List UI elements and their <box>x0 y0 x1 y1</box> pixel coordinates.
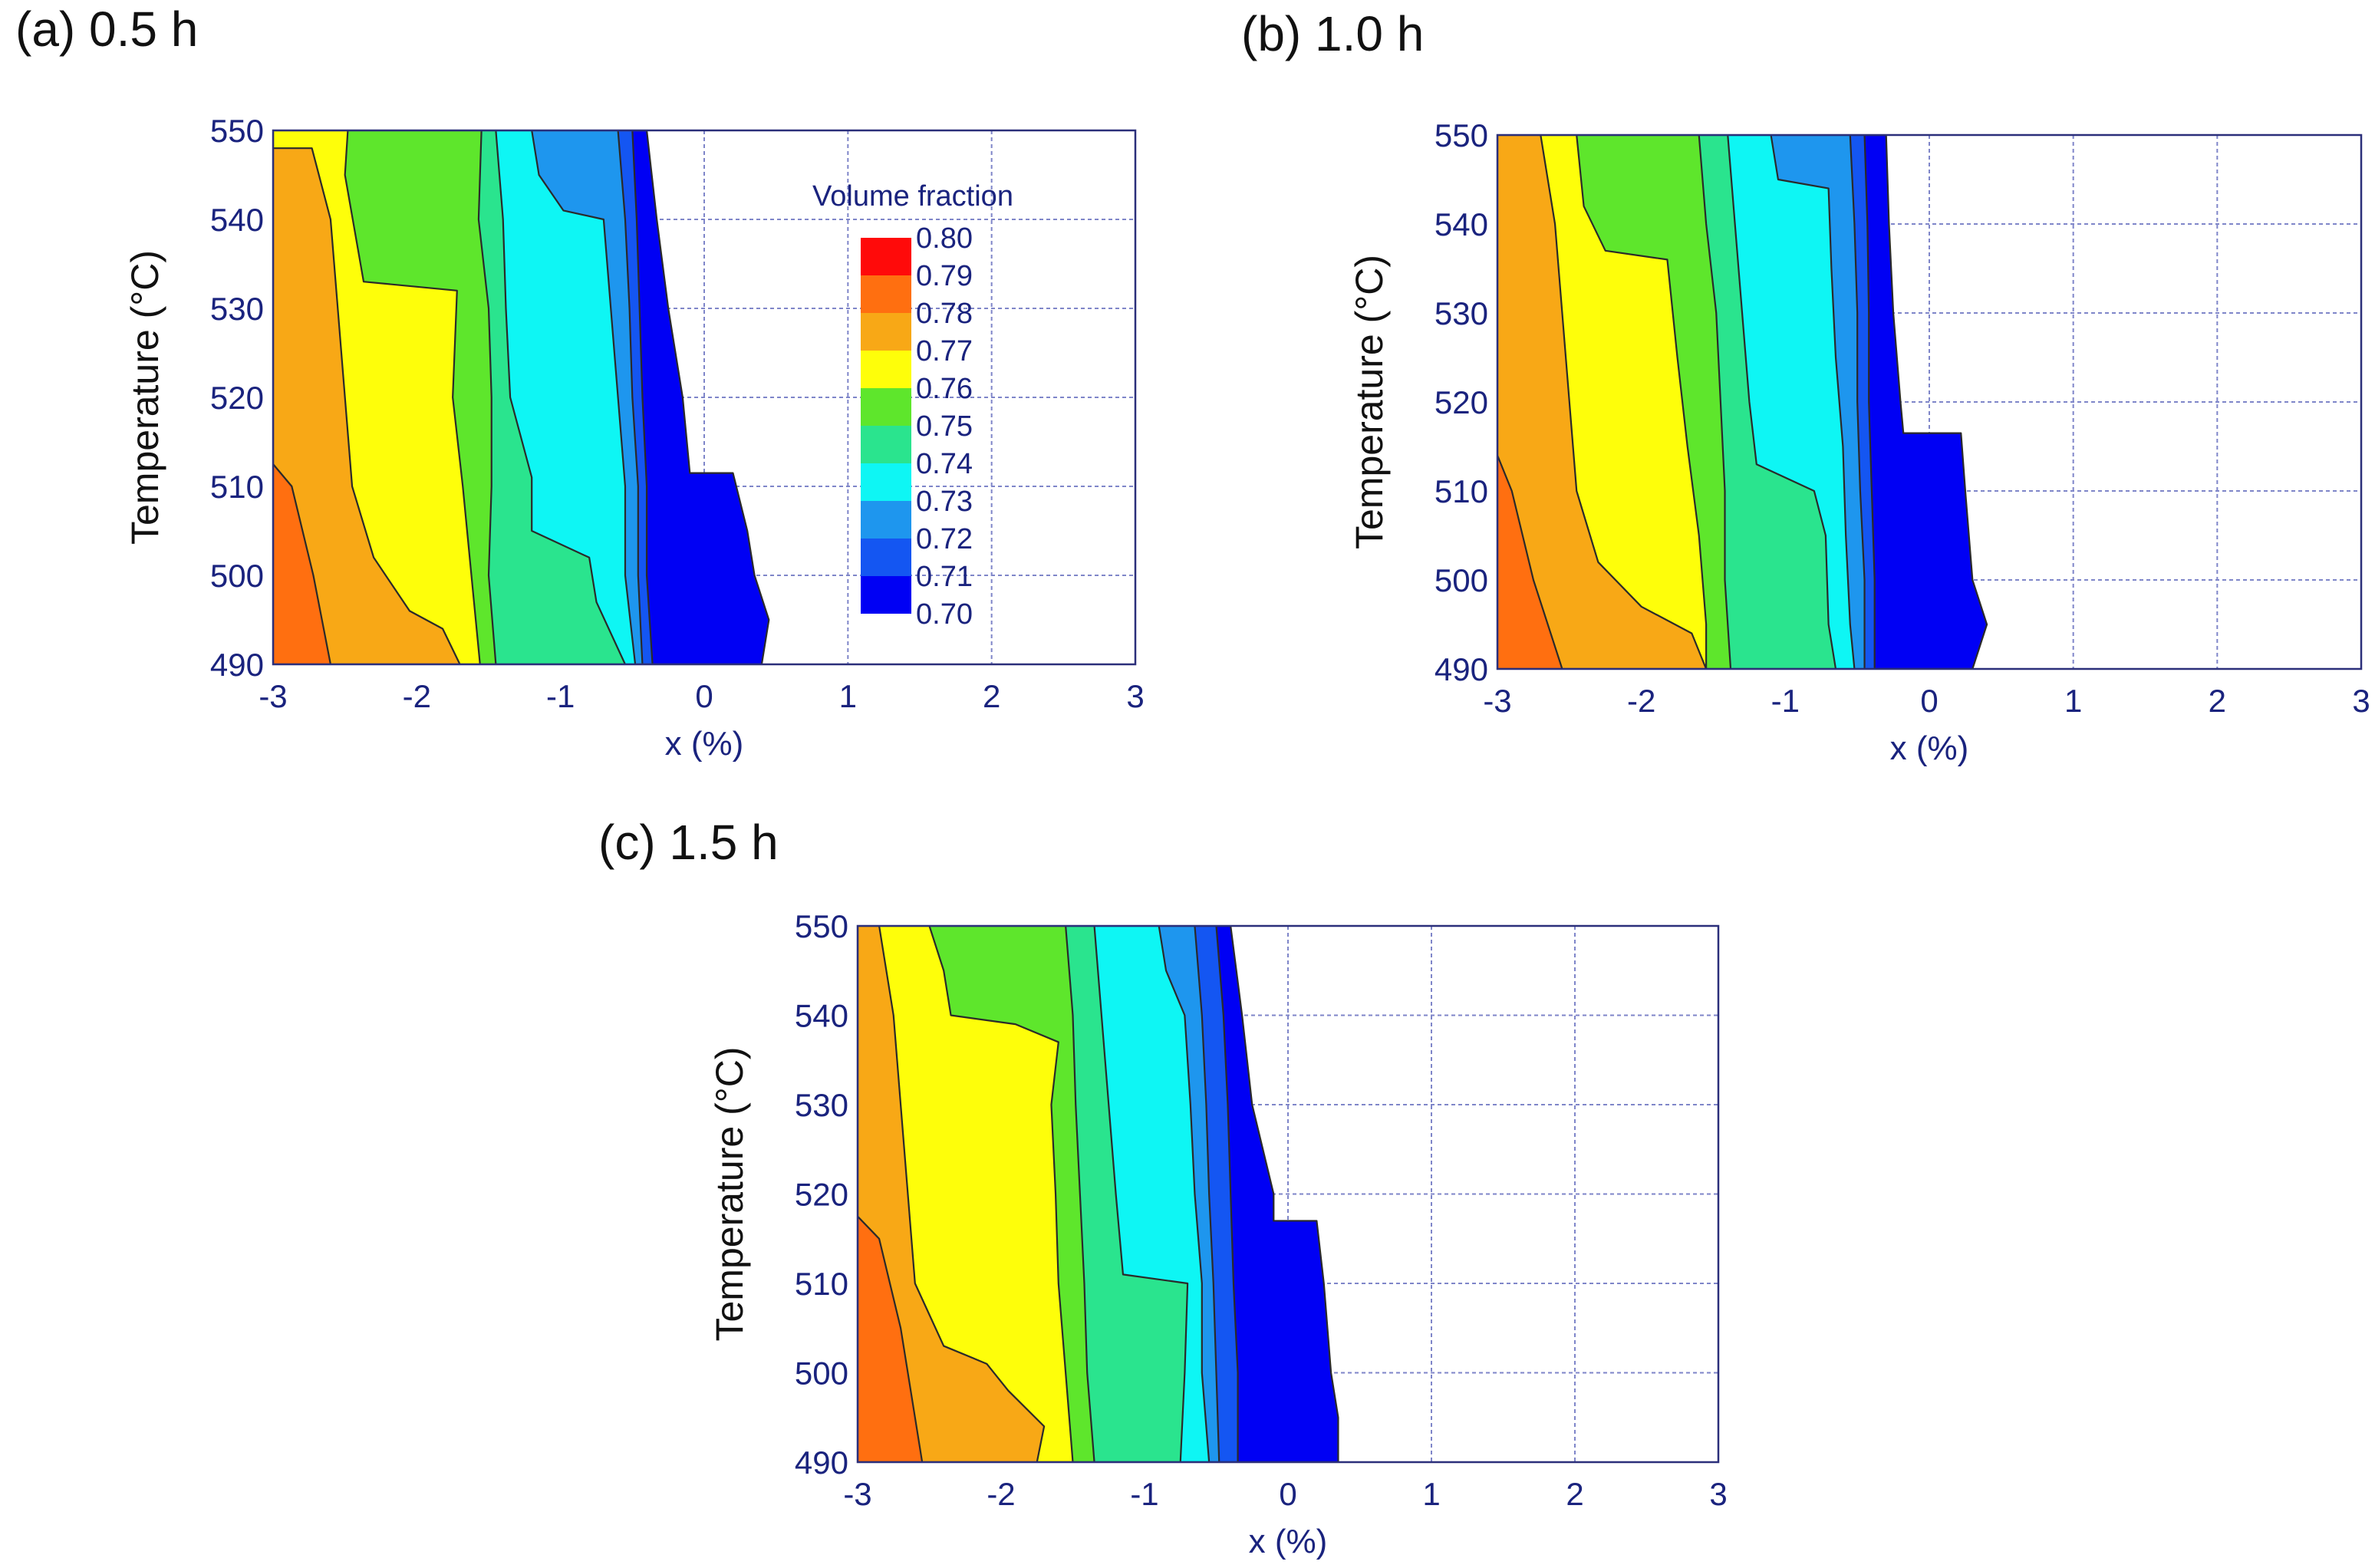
y-tick-label: 550 <box>795 908 848 944</box>
x-tick-label: -2 <box>1627 683 1655 719</box>
x-tick-label: -3 <box>1483 683 1511 719</box>
x-axis-label: x (%) <box>665 725 744 763</box>
x-tick-label: 3 <box>2352 683 2370 719</box>
y-tick-label: 550 <box>210 113 264 149</box>
y-tick-label: 490 <box>210 647 264 683</box>
x-axis-label: x (%) <box>1249 1523 1328 1560</box>
x-tick-label: 3 <box>1126 678 1144 714</box>
x-tick-label: 1 <box>1422 1476 1440 1512</box>
panel-title: (a) 0.5 h <box>15 2 198 57</box>
contour-band-0_785 <box>273 463 332 664</box>
y-tick-label: 510 <box>210 469 264 505</box>
colorbar-swatch <box>861 238 911 275</box>
y-axis-label: Temperature (°C) <box>708 1047 751 1342</box>
y-tick-label: 540 <box>795 998 848 1034</box>
x-axis-label: x (%) <box>1890 730 1969 767</box>
x-tick-label: 2 <box>1566 1476 1583 1512</box>
colorbar-level-label: 0.74 <box>916 448 973 480</box>
x-tick-label: -2 <box>403 678 431 714</box>
colorbar-level-label: 0.76 <box>916 373 973 405</box>
x-tick-label: 1 <box>839 678 857 714</box>
contour-band-0_775 <box>858 926 1046 1462</box>
y-tick-label: 540 <box>1435 206 1488 242</box>
y-tick-label: 520 <box>795 1177 848 1213</box>
contour-bands <box>273 130 770 664</box>
colorbar-level-label: 0.71 <box>916 561 973 593</box>
chart-panel-3: (c) 1.5 h -3 -2 -1 0 1 2 3 490 500 510 520 530 540 550… <box>598 815 1728 1560</box>
x-tick-label: -1 <box>546 678 575 714</box>
y-tick-label: 520 <box>210 380 264 416</box>
y-tick-label: 530 <box>1435 295 1488 331</box>
colorbar-level-label: 0.72 <box>916 523 973 555</box>
y-tick-label: 500 <box>210 558 264 594</box>
tick-labels: -3 -2 -1 0 1 2 3 490 500 510 520 530 540 550 <box>1435 117 2370 719</box>
contour-bands <box>858 926 1339 1462</box>
plot-frame <box>272 129 1137 666</box>
y-tick-label: 490 <box>795 1444 848 1481</box>
chart-panel-2: (b) 1.0 h -3 -2 -1 0 1 2 3 490 500 510 520 530 540 550… <box>1241 6 2370 767</box>
x-tick-label: -3 <box>259 678 287 714</box>
x-tick-label: 3 <box>1709 1476 1727 1512</box>
y-tick-label: 500 <box>1435 562 1488 598</box>
colorbar-swatch <box>861 576 911 614</box>
y-tick-label: 550 <box>1435 117 1488 153</box>
colorbar-level-label: 0.70 <box>916 598 973 631</box>
x-tick-label: -3 <box>843 1476 871 1512</box>
chart-panel-1: (a) 0.5 h -3 -2 -1 0 1 2 3 490 500 510 520 530 540 550… <box>15 2 1145 763</box>
x-tick-label: 0 <box>695 678 713 714</box>
plot-frame <box>856 924 1720 1464</box>
x-tick-label: -2 <box>987 1476 1015 1512</box>
x-tick-label: 2 <box>983 678 1000 714</box>
contour-band-0_775 <box>1497 135 1708 669</box>
contour-band-0_775 <box>273 147 461 664</box>
colorbar-swatch <box>861 275 911 313</box>
y-tick-label: 530 <box>210 291 264 327</box>
panel-title: (b) 1.0 h <box>1241 6 1424 61</box>
y-tick-label: 500 <box>795 1356 848 1392</box>
colorbar-level-label: 0.77 <box>916 335 973 367</box>
tick-labels: -3 -2 -1 0 1 2 3 490 500 510 520 530 540 550 <box>210 113 1145 714</box>
y-axis-label: Temperature (°C) <box>1348 255 1391 549</box>
colorbar-swatch <box>861 463 911 501</box>
colorbar-swatch <box>861 426 911 463</box>
y-axis-label: Temperature (°C) <box>124 250 166 545</box>
colorbar-title: Volume fraction <box>812 180 1013 212</box>
colorbar-swatch <box>861 313 911 351</box>
x-tick-label: -1 <box>1771 683 1800 719</box>
x-tick-label: 0 <box>1279 1476 1296 1512</box>
plot-frame <box>1496 133 2363 670</box>
panel-title: (c) 1.5 h <box>598 815 779 870</box>
colorbar-swatch <box>861 351 911 388</box>
colorbar-swatch <box>861 388 911 426</box>
colorbar-level-label: 0.78 <box>916 298 973 330</box>
y-tick-label: 490 <box>1435 651 1488 687</box>
colorbar-level-label: 0.80 <box>916 222 973 255</box>
colorbar-swatch <box>861 539 911 576</box>
y-tick-label: 530 <box>795 1087 848 1123</box>
x-tick-label: 1 <box>2064 683 2082 719</box>
contour-band-0_785 <box>1497 454 1563 669</box>
y-tick-label: 510 <box>1435 473 1488 509</box>
y-tick-label: 540 <box>210 202 264 238</box>
y-tick-label: 520 <box>1435 384 1488 420</box>
contour-bands <box>1497 135 1988 669</box>
contour-band-0_785 <box>858 1215 924 1462</box>
x-tick-label: 0 <box>1920 683 1938 719</box>
colorbar: Volume fraction 0.80 0.79 0.78 0.77 0.76 0.75 0… <box>812 180 1013 631</box>
colorbar-level-label: 0.75 <box>916 410 973 443</box>
x-tick-label: -1 <box>1130 1476 1158 1512</box>
colorbar-level-label: 0.79 <box>916 260 973 292</box>
tick-labels: -3 -2 -1 0 1 2 3 490 500 510 520 530 540 550 <box>795 908 1728 1512</box>
colorbar-swatch <box>861 501 911 539</box>
y-tick-label: 510 <box>795 1266 848 1302</box>
x-tick-label: 2 <box>2209 683 2226 719</box>
colorbar-level-label: 0.73 <box>916 486 973 518</box>
